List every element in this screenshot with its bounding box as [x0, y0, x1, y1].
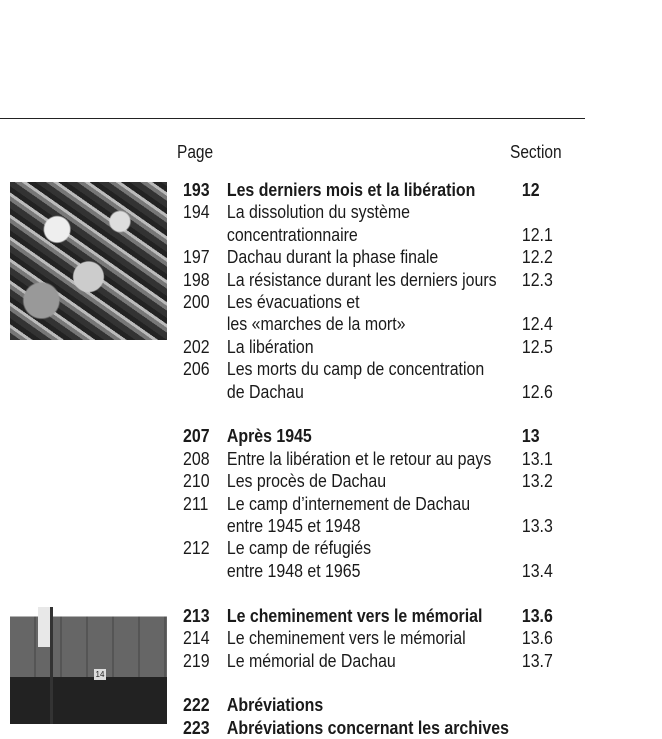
page-number: 214 [183, 627, 210, 649]
page-number [183, 224, 227, 246]
toc-chapter[interactable]: 223 Abréviations concernant les archives [183, 717, 573, 739]
page-number: 206 [183, 358, 210, 380]
section-number: 13.3 [521, 515, 553, 537]
page-number: 208 [183, 447, 210, 469]
flag [38, 607, 52, 647]
entry-title: Le cheminement vers le mémorial [226, 627, 466, 649]
section-column-header: Section [510, 142, 562, 162]
entry-title: Dachau durant la phase finale [226, 246, 439, 268]
entry-title: Entre la libération et le retour au pays [226, 447, 492, 469]
entry-title: concentrationnaire [226, 223, 358, 245]
section-number: 13.7 [521, 649, 553, 671]
toc-entry[interactable]: 194 La dissolution du système concentratio… [183, 201, 573, 246]
toc-chapter[interactable]: 193 Les derniers mois et la libération 12 [183, 179, 573, 201]
spacer [183, 582, 573, 604]
toc-chapter[interactable]: 222 Abréviations [183, 694, 573, 716]
section-number [522, 201, 574, 223]
entry-title: Après 1945 [226, 425, 312, 447]
entry-title: La libération [226, 335, 314, 357]
page-number: 213 [183, 604, 210, 626]
page-number: 197 [183, 246, 210, 268]
toc-entry[interactable]: 211 Le camp d’internement de Dachau entre … [183, 493, 573, 538]
toc-entry[interactable]: 210 Les procès de Dachau 13.2 [183, 470, 573, 492]
entry-title: Le camp de réfugiés [226, 537, 372, 559]
section-number: 12.1 [521, 223, 553, 245]
toc-entry[interactable]: 198 La résistance durant les derniers jou… [183, 269, 573, 291]
toc-entry[interactable]: 206 Les morts du camp de concentration de … [183, 358, 573, 403]
header-rule [0, 118, 585, 119]
page-number: 207 [183, 425, 210, 447]
toc-entry[interactable]: 200 Les évacuations et les «marches de la … [183, 291, 573, 336]
entry-title: Les évacuations et [226, 291, 360, 313]
entry-title: Le camp d’internement de Dachau [226, 492, 471, 514]
page-number [183, 313, 227, 335]
entry-title: Les procès de Dachau [226, 470, 387, 492]
section-number: 12 [521, 179, 540, 200]
toc-entry[interactable]: 197 Dachau durant la phase finale 12.2 [183, 246, 573, 268]
section-number: 13.6 [521, 604, 553, 626]
spacer [183, 672, 573, 694]
section-number: 12.6 [521, 380, 553, 402]
toc-entry[interactable]: 214 Le cheminement vers le mémorial 13.6 [183, 627, 573, 649]
entry-title: Les derniers mois et la libération [226, 179, 476, 200]
section-number: 13 [521, 425, 540, 447]
door-number: 14 [94, 669, 106, 680]
section-number [522, 291, 574, 313]
section-number: 12.5 [521, 335, 553, 357]
toc-entry[interactable]: 208 Entre la libération et le retour au p… [183, 448, 573, 470]
page-number: 198 [183, 268, 210, 290]
entry-title: La dissolution du système [226, 201, 410, 223]
page-column-header: Page [177, 142, 214, 162]
entry-title: Le cheminement vers le mémorial [226, 604, 483, 626]
photo-memorial-flag-ceremony: 14 [10, 607, 167, 724]
section-number: 13.4 [521, 559, 553, 581]
page-number: 210 [183, 470, 210, 492]
section-number: 12.3 [521, 268, 553, 290]
entry-title: La résistance durant les derniers jours [226, 268, 497, 290]
toc-entry[interactable]: 202 La libération 12.5 [183, 336, 573, 358]
toc-chapter[interactable]: 213 Le cheminement vers le mémorial 13.6 [183, 605, 573, 627]
entry-title: de Dachau [226, 380, 304, 402]
page-number: 194 [183, 201, 210, 223]
flag-pole [50, 607, 53, 724]
entry-title: les «marches de la mort» [226, 313, 406, 335]
entry-title: Le mémorial de Dachau [226, 649, 396, 671]
page-number: 193 [183, 179, 210, 200]
entry-title: entre 1948 et 1965 [226, 559, 361, 581]
entry-title: entre 1945 et 1948 [226, 515, 361, 537]
section-number [522, 493, 574, 515]
section-number: 13.6 [521, 627, 553, 649]
page-number: 219 [183, 649, 210, 671]
page-number: 202 [183, 335, 210, 357]
toc-entry[interactable]: 212 Le camp de réfugiés entre 1948 et 1965… [183, 537, 573, 582]
page-number [183, 515, 227, 537]
page-number: 211 [183, 492, 209, 514]
entry-title: Abréviations [226, 694, 324, 716]
section-number [522, 537, 574, 559]
page-number [183, 560, 227, 582]
page-number: 222 [183, 694, 210, 716]
section-number: 13.2 [521, 470, 553, 492]
entry-title: Abréviations concernant les archives [226, 716, 509, 738]
section-number [522, 694, 574, 716]
page-number: 212 [183, 537, 210, 559]
section-number [522, 717, 574, 739]
section-number [522, 358, 574, 380]
photo-liberation-bodies [10, 182, 167, 340]
page-number: 200 [183, 291, 210, 313]
page-number [183, 381, 227, 403]
section-number: 13.1 [521, 447, 553, 469]
page-number: 223 [183, 716, 210, 738]
spacer [183, 403, 573, 425]
toc-chapter[interactable]: 207 Après 1945 13 [183, 425, 573, 447]
toc-entry[interactable]: 219 Le mémorial de Dachau 13.7 [183, 650, 573, 672]
entry-title: Les morts du camp de concentration [226, 358, 485, 380]
section-number: 12.2 [521, 246, 553, 268]
section-number: 12.4 [521, 313, 553, 335]
table-of-contents: 193 Les derniers mois et la libération 12 1… [183, 179, 573, 739]
